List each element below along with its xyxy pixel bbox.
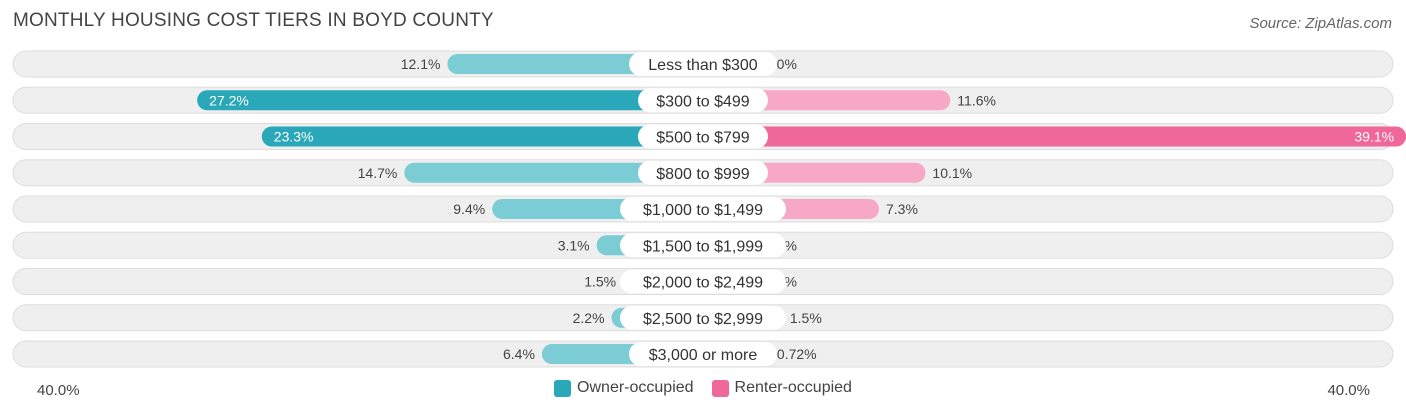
- owner-swatch: [554, 379, 572, 397]
- owner-value-label: 6.4%: [503, 346, 535, 362]
- category-label: Less than $300: [648, 57, 758, 74]
- category-pill: [620, 305, 786, 330]
- category-label: $500 to $799: [656, 130, 750, 147]
- category-label: $3,000 or more: [649, 347, 758, 364]
- legend-item-owner[interactable]: Owner-occupied: [554, 379, 694, 397]
- renter-value-label: 1.5%: [790, 310, 822, 326]
- owner-value-label: 3.1%: [558, 237, 590, 253]
- owner-value-label: 2.2%: [573, 310, 605, 326]
- renter-value-label: 7.3%: [886, 201, 918, 217]
- category-pill: [620, 197, 786, 221]
- renter-swatch: [711, 379, 729, 397]
- category-pill: [638, 124, 768, 149]
- legend-owner-label: Owner-occupied: [577, 379, 694, 396]
- category-label: $2,000 to $2,499: [643, 275, 763, 292]
- axis-left-label: 40.0%: [37, 382, 80, 399]
- category-pill: [629, 342, 777, 366]
- category-pill: [629, 52, 777, 76]
- category-label: $1,000 to $1,499: [643, 202, 763, 219]
- chart-title: MONTHLY HOUSING COST TIERS IN BOYD COUNT…: [13, 10, 494, 31]
- owner-value-label: 14.7%: [358, 165, 398, 181]
- owner-bar: [197, 90, 703, 111]
- owner-value-label: 12.1%: [401, 56, 441, 72]
- category-label: $800 to $999: [656, 166, 750, 183]
- owner-value-label: 27.2%: [209, 92, 249, 108]
- owner-bar: [404, 162, 703, 183]
- owner-value-label: 23.3%: [274, 129, 314, 145]
- category-pill: [638, 160, 768, 185]
- legend-renter-label: Renter-occupied: [734, 379, 852, 396]
- category-pill: [620, 269, 786, 294]
- renter-bar: [703, 126, 1406, 147]
- category-pill: [620, 233, 786, 258]
- axis-right-label: 40.0%: [1327, 382, 1370, 399]
- category-label: $1,500 to $1,999: [643, 238, 763, 255]
- category-label: $300 to $499: [656, 93, 750, 110]
- owner-bar: [261, 126, 703, 147]
- category-pill: [638, 88, 768, 113]
- owner-value-label: 9.4%: [453, 201, 485, 217]
- source-label: Source: ZipAtlas.com: [1249, 15, 1392, 32]
- owner-value-label: 1.5%: [584, 274, 616, 290]
- renter-value-label: 11.6%: [957, 92, 996, 108]
- category-label: $2,500 to $2,999: [643, 311, 763, 328]
- renter-value-label: 10.1%: [932, 165, 972, 181]
- legend: Owner-occupied Renter-occupied: [0, 379, 1406, 397]
- renter-value-label: 39.1%: [1354, 129, 1394, 145]
- renter-value-label: 0.72%: [777, 346, 817, 362]
- legend-item-renter[interactable]: Renter-occupied: [711, 379, 852, 397]
